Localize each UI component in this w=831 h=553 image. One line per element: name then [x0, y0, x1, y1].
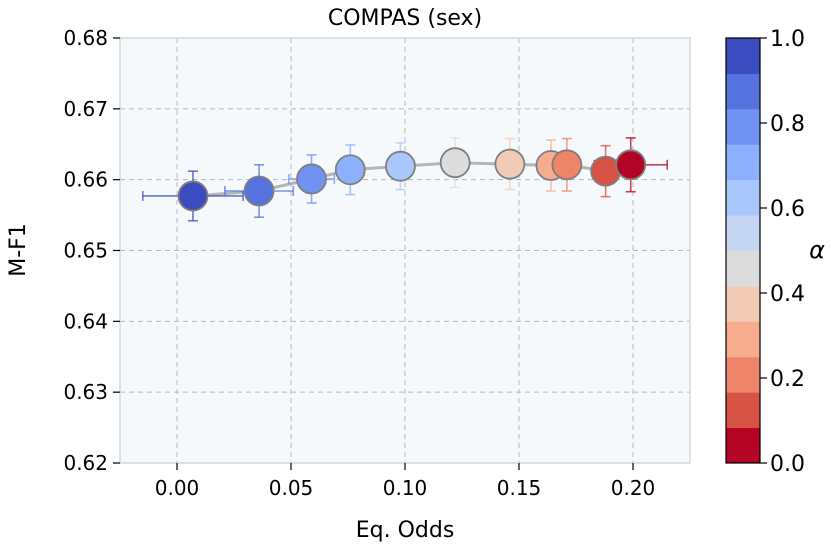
colorbar-segment [726, 73, 760, 110]
colorbar-segment [726, 215, 760, 251]
data-point [296, 163, 327, 195]
colorbar-tick-label: 0.2 [770, 367, 805, 392]
y-tick-label: 0.68 [63, 26, 108, 50]
data-point [615, 149, 647, 181]
data-point [439, 147, 471, 179]
x-ticks: 0.00 0.05 0.10 0.15 0.20 [155, 463, 656, 500]
x-axis-label: Eq. Odds [356, 518, 455, 543]
y-tick-label: 0.63 [63, 380, 108, 404]
colorbar-segment [726, 285, 760, 322]
grid [120, 38, 690, 463]
colorbar-segment [726, 356, 760, 393]
data-point [177, 180, 209, 212]
colorbar-segment [726, 179, 760, 216]
y-tick-label: 0.62 [63, 451, 108, 475]
chart-title: COMPAS (sex) [328, 6, 482, 31]
x-tick-label: 0.00 [155, 476, 200, 500]
x-tick-label: 0.05 [269, 476, 314, 500]
data-point [385, 150, 416, 182]
data-point [494, 148, 526, 180]
colorbar-segment [726, 108, 760, 145]
colorbar-segment [726, 321, 760, 358]
data-points [177, 147, 647, 212]
y-tick-label: 0.67 [63, 97, 108, 121]
colorbar-tick-label: 0.4 [770, 282, 805, 307]
data-point [334, 154, 366, 186]
x-tick-label: 0.10 [383, 476, 428, 500]
colorbar-segment [726, 427, 760, 464]
colorbar: 0.0 0.2 0.4 0.6 0.8 1.0 [725, 27, 805, 477]
colorbar-label: α [809, 236, 825, 264]
data-point [551, 149, 583, 181]
colorbar-tick-label: 1.0 [770, 27, 805, 52]
y-tick-label: 0.64 [63, 309, 108, 333]
x-tick-label: 0.20 [611, 476, 656, 500]
colorbar-tick-label: 0.8 [770, 112, 805, 137]
colorbar-segment [726, 144, 760, 181]
y-tick-label: 0.65 [63, 239, 108, 263]
colorbar-tick-label: 0.6 [770, 197, 805, 222]
x-tick-label: 0.15 [497, 476, 542, 500]
colorbar-tick-label: 0.0 [770, 452, 805, 477]
colorbar-segment [726, 38, 760, 74]
y-ticks: 0.62 0.63 0.64 0.65 0.66 0.67 0.68 [63, 26, 120, 475]
data-point [243, 175, 275, 207]
y-tick-label: 0.66 [63, 168, 108, 192]
colorbar-segment [726, 392, 760, 429]
colorbar-segment [726, 250, 760, 287]
y-axis-label: M-F1 [6, 223, 31, 277]
colorbar-frame [725, 37, 761, 464]
